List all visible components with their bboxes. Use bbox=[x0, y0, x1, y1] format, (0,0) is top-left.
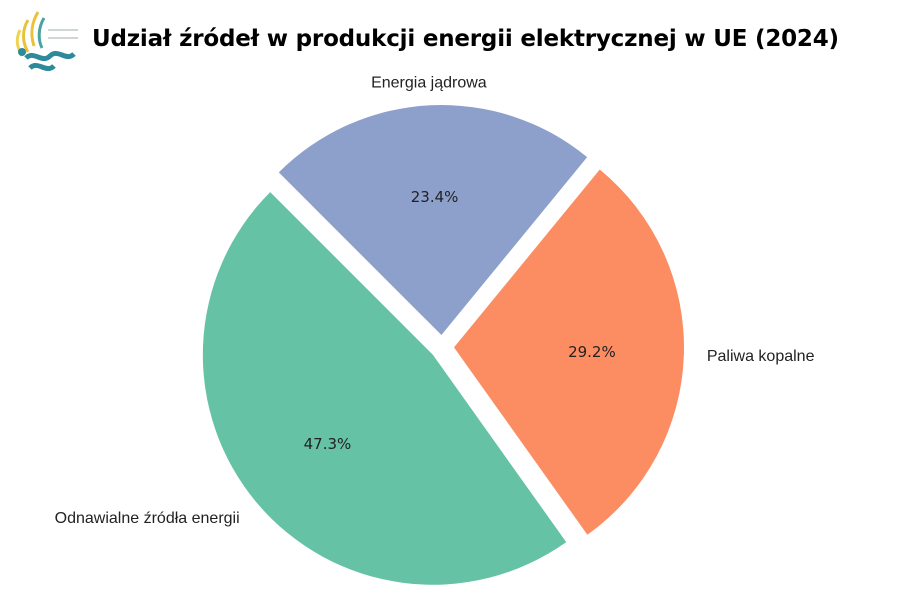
pie-slice-renewables bbox=[202, 192, 567, 585]
pie-pct-label-nuclear: 23.4% bbox=[411, 188, 459, 206]
chart-title: Udział źródeł w produkcji energii elektr… bbox=[92, 26, 839, 52]
pie-slice-fossil bbox=[453, 169, 684, 535]
pie-pct-label-renewables: 47.3% bbox=[304, 435, 352, 453]
pie-category-label-fossil: Paliwa kopalne bbox=[707, 348, 815, 365]
pie-pct-label-fossil: 29.2% bbox=[568, 343, 616, 361]
pie-slice-nuclear bbox=[278, 105, 588, 336]
pie-category-label-renewables: Odnawialne źródła energii bbox=[55, 510, 240, 527]
pie-category-label-nuclear: Energia jądrowa bbox=[371, 74, 487, 91]
leaf-wave-logo-icon bbox=[15, 11, 78, 72]
